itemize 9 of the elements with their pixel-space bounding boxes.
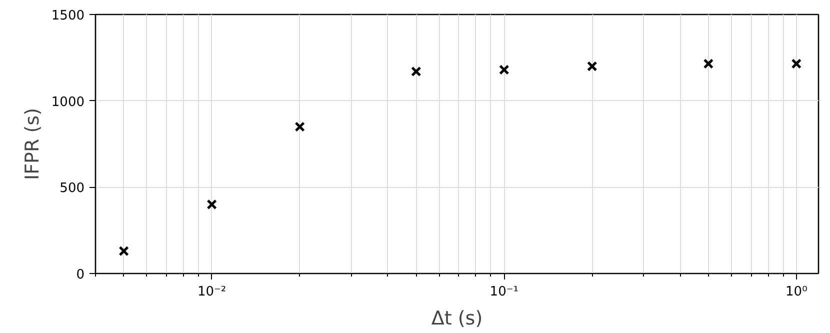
y-tick-label: 0 bbox=[76, 268, 85, 282]
x-axis-title: Δt (s) bbox=[431, 308, 483, 330]
x-tick-label: 10⁰ bbox=[786, 284, 808, 300]
y-tick-label: 500 bbox=[60, 181, 85, 196]
y-axis-title: IFPR (s) bbox=[21, 108, 44, 180]
y-tick-label: 1500 bbox=[51, 8, 85, 24]
x-tick-label: 10⁻¹ bbox=[490, 284, 518, 300]
y-tick-label: 1000 bbox=[51, 94, 85, 110]
x-tick-label: 10⁻² bbox=[198, 284, 226, 300]
